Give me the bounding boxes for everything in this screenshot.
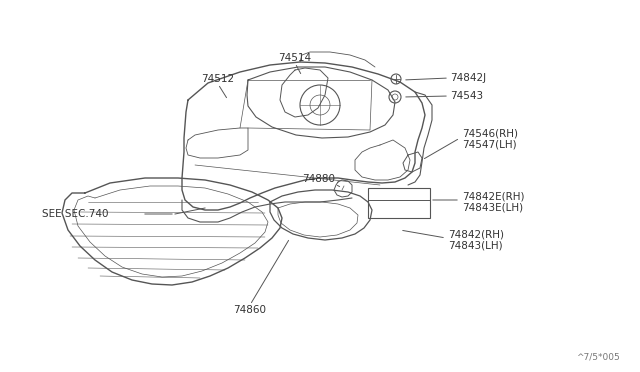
Text: 74547(LH): 74547(LH) bbox=[462, 139, 516, 149]
Text: SEE SEC.740: SEE SEC.740 bbox=[42, 209, 109, 219]
Text: 74843E(LH): 74843E(LH) bbox=[462, 202, 523, 212]
Text: 74543: 74543 bbox=[450, 91, 483, 101]
Text: 74546(RH): 74546(RH) bbox=[462, 128, 518, 138]
Text: 74842E(RH): 74842E(RH) bbox=[462, 191, 525, 201]
Text: 74514: 74514 bbox=[278, 53, 312, 63]
Bar bbox=[368, 188, 430, 218]
Text: 74860: 74860 bbox=[234, 305, 266, 315]
Text: 74843(LH): 74843(LH) bbox=[448, 240, 502, 250]
Text: 74880: 74880 bbox=[302, 174, 335, 184]
Text: 74842(RH): 74842(RH) bbox=[448, 229, 504, 239]
Text: 74512: 74512 bbox=[202, 74, 235, 84]
Text: ^7/5*005: ^7/5*005 bbox=[576, 353, 620, 362]
Text: 74842J: 74842J bbox=[450, 73, 486, 83]
